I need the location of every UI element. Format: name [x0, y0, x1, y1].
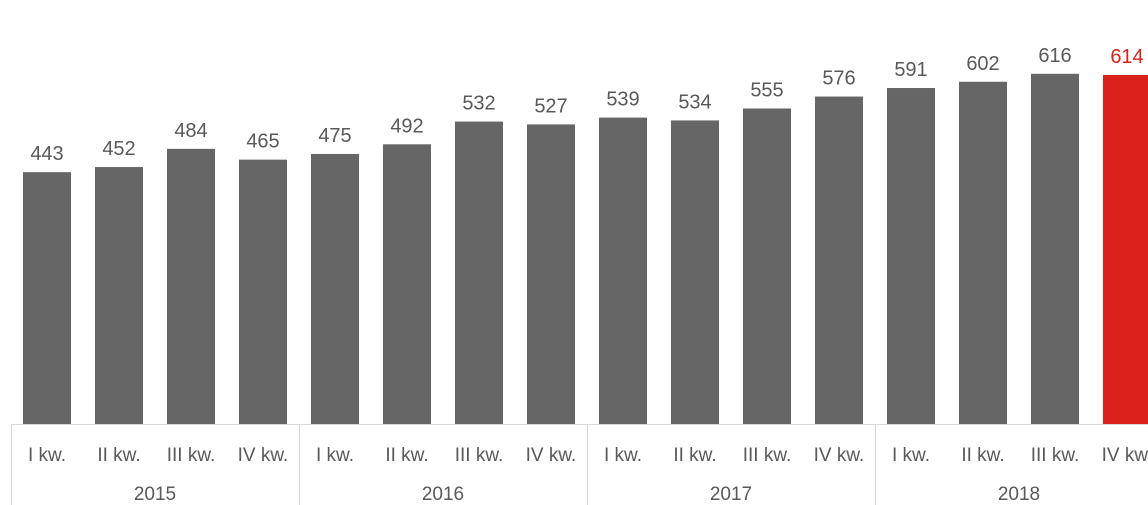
- tick-label-15: III kw.: [1031, 445, 1080, 466]
- data-label-15: 616: [1038, 45, 1071, 67]
- tick-label-8: IV kw.: [526, 445, 577, 466]
- tick-label-9: I kw.: [604, 445, 642, 466]
- data-label-14: 602: [966, 53, 999, 75]
- tick-label-7: III kw.: [455, 445, 504, 466]
- bar-6: [383, 144, 431, 424]
- bar-10: [671, 120, 719, 425]
- data-label-16: 614: [1110, 46, 1143, 68]
- tick-label-4: IV kw.: [238, 445, 289, 466]
- bar-9: [599, 117, 647, 425]
- bar-5: [311, 153, 359, 424]
- bar-1: [23, 172, 71, 424]
- bar-8: [527, 124, 575, 424]
- tick-label-10: II kw.: [673, 445, 716, 466]
- bar-14: [959, 81, 1007, 424]
- data-label-10: 534: [678, 91, 711, 113]
- tick-label-12: IV kw.: [814, 445, 865, 466]
- bar-15: [1031, 73, 1079, 424]
- data-label-13: 591: [894, 59, 927, 81]
- bar-2: [95, 167, 143, 424]
- tick-label-1: I kw.: [28, 445, 66, 466]
- bar-7: [455, 121, 503, 425]
- data-label-11: 555: [750, 79, 783, 101]
- data-label-4: 465: [246, 131, 279, 153]
- data-label-2: 452: [102, 138, 135, 160]
- data-label-6: 492: [390, 115, 423, 137]
- bar-4: [239, 159, 287, 424]
- data-label-12: 576: [822, 68, 855, 90]
- data-label-3: 484: [174, 120, 207, 142]
- tick-label-2: II kw.: [97, 445, 140, 466]
- group-label-2017: 2017: [710, 484, 752, 505]
- tick-label-5: I kw.: [316, 445, 354, 466]
- group-label-2018: 2018: [998, 484, 1040, 505]
- data-label-7: 532: [462, 93, 495, 115]
- data-label-8: 527: [534, 95, 567, 117]
- tick-label-11: III kw.: [743, 445, 792, 466]
- group-label-2016: 2016: [422, 484, 464, 505]
- bars-layer: [23, 73, 1148, 425]
- group-labels-layer: 2015 2016 2017 2018: [134, 484, 1040, 505]
- bar-16: [1103, 74, 1148, 424]
- tick-label-16: IV kw.: [1102, 445, 1148, 466]
- data-label-1: 443: [30, 143, 63, 165]
- group-label-2015: 2015: [134, 484, 176, 505]
- tick-label-14: II kw.: [961, 445, 1004, 466]
- bar-13: [887, 88, 935, 424]
- data-label-9: 539: [606, 89, 639, 111]
- bar-3: [167, 148, 215, 424]
- tick-label-6: II kw.: [385, 445, 428, 466]
- tick-labels-layer: I kw. II kw. III kw. IV kw. I kw. II kw. III k…: [28, 445, 1148, 466]
- tick-label-13: I kw.: [892, 445, 930, 466]
- bar-11: [743, 108, 791, 425]
- tick-label-3: III kw.: [167, 445, 216, 466]
- category-axis: [11, 424, 1148, 505]
- data-labels-layer: 443 452 484 465 475 492 532 527 539 534 555 576 591 6…: [30, 45, 1143, 165]
- data-label-5: 475: [318, 125, 351, 147]
- bar-12: [815, 96, 863, 424]
